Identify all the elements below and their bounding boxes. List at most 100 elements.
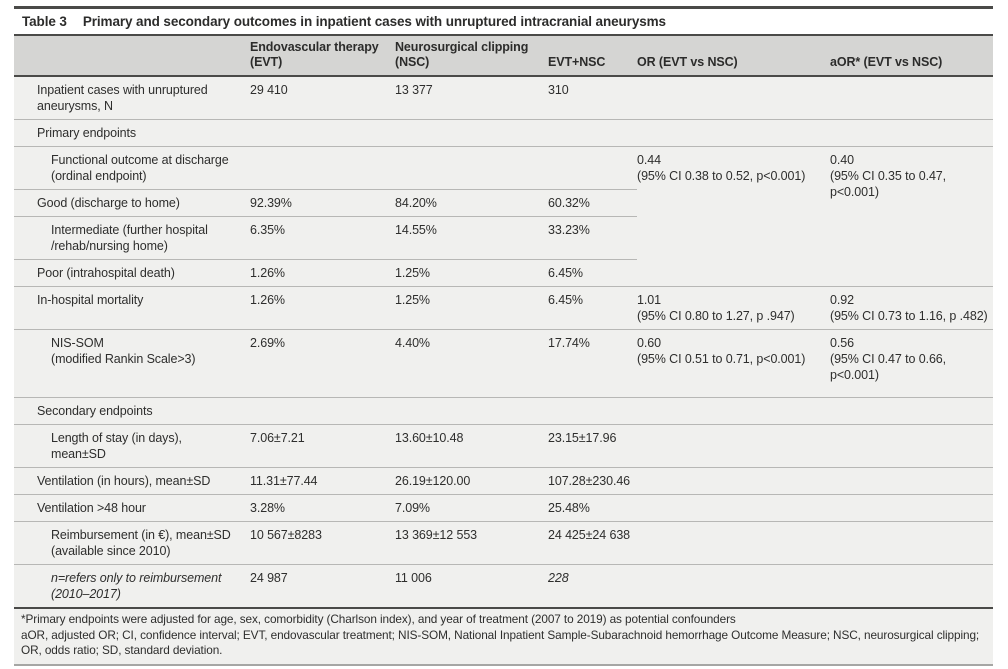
col-header-or: OR (EVT vs NSC): [637, 36, 830, 77]
row-label: In-hospital mortality: [14, 286, 250, 330]
table-row-nis-som: NIS-SOM (modified Rankin Scale>3) 2.69% …: [14, 329, 993, 398]
row-label: Poor (intrahospital death): [14, 259, 250, 287]
table-row-intermediate: Intermediate (further hospital /rehab/nu…: [14, 216, 993, 260]
cell-evt-nsc: 60.32%: [548, 189, 637, 217]
cell-evt-nsc: 24 425±24 638: [548, 521, 637, 565]
table-row-inpatient-cases: Inpatient cases with unruptured aneurysm…: [14, 76, 993, 120]
table-row-length-of-stay: Length of stay (in days), mean±SD 7.06±7…: [14, 424, 993, 468]
row-label: Good (discharge to home): [14, 189, 250, 217]
cell-aor: 0.40 (95% CI 0.35 to 0.47, p<0.001): [830, 146, 993, 287]
cell-nsc: 7.09%: [395, 494, 548, 522]
cell-aor: [830, 119, 993, 147]
cell-nsc: 14.55%: [395, 216, 548, 260]
row-label: Functional outcome at discharge (ordinal…: [14, 146, 250, 190]
cell-evt-nsc: 107.28±230.46: [548, 467, 637, 495]
outcomes-table: Table 3 Primary and secondary outcomes i…: [14, 6, 993, 666]
cell-evt: 11.31±77.44: [250, 467, 395, 495]
cell-aor: [830, 424, 993, 468]
table-row-n-reimbursement: n=refers only to reimbursement (2010–201…: [14, 565, 993, 608]
cell-evt-nsc: [548, 119, 637, 147]
cell-aor: 0.56 (95% CI 0.47 to 0.66, p<0.001): [830, 329, 993, 398]
cell-evt: 24 987: [250, 571, 288, 585]
cell-or: [637, 76, 830, 120]
cell-evt-nsc: [548, 397, 637, 425]
table-row-ventilation-hours: Ventilation (in hours), mean±SD 11.31±77…: [14, 467, 993, 495]
cell-or: [637, 494, 830, 522]
cell-nsc: 1.25%: [395, 259, 548, 287]
cell-nsc: 26.19±120.00: [395, 467, 548, 495]
row-label: Length of stay (in days), mean±SD: [14, 424, 250, 468]
cell-nsc: 13 377: [395, 76, 548, 120]
table-number: Table 3: [22, 14, 67, 29]
cell-evt: 6.35%: [250, 216, 395, 260]
section-label: Secondary endpoints: [14, 397, 250, 425]
cell-evt-nsc: [548, 146, 637, 190]
cell-evt-nsc: 6.45%: [548, 259, 637, 287]
cell-evt-nsc: 6.45%: [548, 286, 637, 330]
col-header-aor: aOR* (EVT vs NSC): [830, 36, 993, 77]
section-label: Primary endpoints: [14, 119, 250, 147]
cell-evt: 1.26%: [250, 259, 395, 287]
row-label: n=refers only to reimbursement (2010–201…: [51, 571, 222, 601]
data-table: Endovascular therapy (EVT) Neurosurgical…: [14, 36, 993, 607]
cell-evt-nsc: 310: [548, 76, 637, 120]
cell-nsc: 1.25%: [395, 286, 548, 330]
cell-nsc: 4.40%: [395, 329, 548, 398]
table-row-inhospital-mortality: In-hospital mortality 1.26% 1.25% 6.45% …: [14, 286, 993, 330]
cell-nsc: [395, 397, 548, 425]
cell-or: 0.60 (95% CI 0.51 to 0.71, p<0.001): [637, 329, 830, 398]
cell-evt-nsc: 23.15±17.96: [548, 424, 637, 468]
col-header-evt: Endovascular therapy (EVT): [250, 36, 395, 77]
cell-nsc: 13 369±12 553: [395, 521, 548, 565]
cell-aor: [830, 494, 993, 522]
cell-evt: 92.39%: [250, 189, 395, 217]
row-label: Reimbursement (in €), mean±SD (available…: [14, 521, 250, 565]
section-row-primary-endpoints: Primary endpoints: [14, 119, 993, 147]
row-label: Inpatient cases with unruptured aneurysm…: [14, 76, 250, 120]
section-row-secondary-endpoints: Secondary endpoints: [14, 397, 993, 425]
footnote-adjustment: *Primary endpoints were adjusted for age…: [21, 612, 736, 626]
row-label: Intermediate (further hospital /rehab/nu…: [14, 216, 250, 260]
cell-evt-nsc: 17.74%: [548, 329, 637, 398]
header-row: Endovascular therapy (EVT) Neurosurgical…: [14, 36, 993, 77]
table-row-ventilation-48h: Ventilation >48 hour 3.28% 7.09% 25.48%: [14, 494, 993, 522]
cell-evt-nsc: 228: [548, 571, 569, 585]
cell-aor: [830, 521, 993, 565]
table-title: Primary and secondary outcomes in inpati…: [82, 14, 666, 29]
footnote-abbreviations: aOR, adjusted OR; CI, confidence interva…: [21, 627, 980, 658]
cell-evt-nsc: 33.23%: [548, 216, 637, 260]
cell-evt: [250, 146, 395, 190]
cell-evt: 2.69%: [250, 329, 395, 398]
cell-or: [637, 397, 830, 425]
cell-nsc: [395, 146, 548, 190]
cell-or: [637, 467, 830, 495]
cell-or: 0.44 (95% CI 0.38 to 0.52, p<0.001): [637, 146, 830, 287]
cell-nsc: 84.20%: [395, 189, 548, 217]
col-header-nsc: Neurosurgical clipping (NSC): [395, 36, 548, 77]
cell-nsc: 13.60±10.48: [395, 424, 548, 468]
cell-evt: 1.26%: [250, 286, 395, 330]
row-label: NIS-SOM (modified Rankin Scale>3): [14, 329, 250, 398]
cell-aor: [830, 397, 993, 425]
table-row-reimbursement: Reimbursement (in €), mean±SD (available…: [14, 521, 993, 565]
cell-evt: 29 410: [250, 76, 395, 120]
row-label: Ventilation >48 hour: [14, 494, 250, 522]
col-header-rowhead: [14, 36, 250, 77]
cell-aor: [830, 76, 993, 120]
cell-evt: [250, 397, 395, 425]
cell-nsc: 11 006: [395, 571, 432, 585]
col-header-evt-nsc: EVT+NSC: [548, 36, 637, 77]
row-label: Ventilation (in hours), mean±SD: [14, 467, 250, 495]
table-row-functional-outcome: Functional outcome at discharge (ordinal…: [14, 146, 993, 287]
table-caption: Table 3 Primary and secondary outcomes i…: [14, 6, 993, 36]
table-footnotes: *Primary endpoints were adjusted for age…: [14, 607, 993, 666]
table-row-good-discharge: Good (discharge to home) 92.39% 84.20% 6…: [14, 189, 993, 217]
cell-evt-nsc: 25.48%: [548, 494, 637, 522]
cell-aor: 0.92 (95% CI 0.73 to 1.16, p .482): [830, 286, 993, 330]
cell-or: [637, 424, 830, 468]
cell-or: 1.01 (95% CI 0.80 to 1.27, p .947): [637, 286, 830, 330]
cell-nsc: [395, 119, 548, 147]
cell-evt: 10 567±8283: [250, 521, 395, 565]
cell-or: [637, 521, 830, 565]
